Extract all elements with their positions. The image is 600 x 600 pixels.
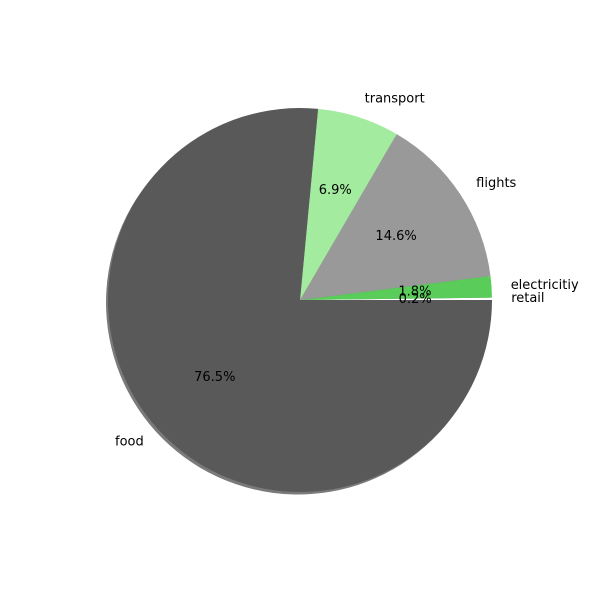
pie-slices bbox=[108, 107, 492, 492]
slice-percent-retail: 0.2% bbox=[399, 292, 432, 307]
slice-label-retail: retail bbox=[511, 291, 544, 306]
slice-transport bbox=[300, 108, 397, 300]
slice-label-food: food bbox=[115, 435, 144, 450]
slice-percent-electricitiy: 1.8% bbox=[398, 285, 431, 300]
slice-percent-transport: 6.9% bbox=[319, 183, 352, 198]
pie-labels: retail 0.2% electricitiy 1.8% flights 14.6% tr… bbox=[115, 91, 579, 449]
slice-label-flights: flights bbox=[476, 176, 516, 191]
slice-percent-food: 76.5% bbox=[194, 370, 235, 385]
slice-label-transport: transport bbox=[365, 91, 425, 106]
slice-label-electricitiy: electricitiy bbox=[511, 278, 579, 293]
slice-percent-flights: 14.6% bbox=[375, 229, 416, 244]
slice-food bbox=[108, 107, 492, 492]
slice-retail bbox=[300, 297, 492, 300]
slice-electricitiy bbox=[300, 275, 492, 300]
slice-flights bbox=[300, 134, 491, 300]
